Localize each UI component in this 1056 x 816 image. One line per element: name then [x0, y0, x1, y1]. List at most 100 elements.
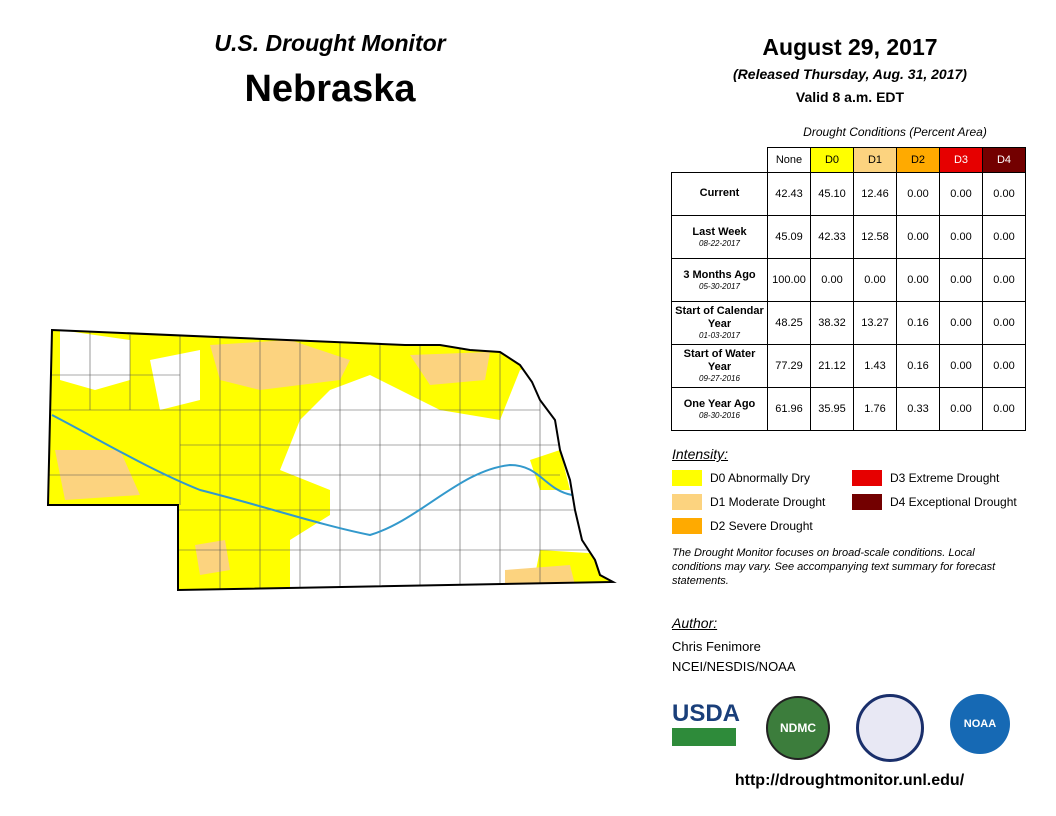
legend-item: D4 Exceptional Drought — [852, 494, 1017, 510]
table-row: 3 Months Ago 05-30-2017 100.00 0.00 0.00 0.00… — [671, 257, 1026, 302]
cell: 0.00 — [853, 257, 897, 302]
legend-label: D0 Abnormally Dry — [710, 471, 811, 485]
row-date: 09-27-2016 — [699, 374, 740, 383]
row-label: Current — [671, 171, 768, 216]
column-header: D0 — [810, 147, 854, 173]
cell: 0.16 — [896, 343, 940, 388]
cell: 12.58 — [853, 214, 897, 259]
cell: 0.33 — [896, 386, 940, 431]
state-name: Nebraska — [244, 68, 416, 110]
table-row: Current 42.43 45.10 12.46 0.00 0.00 0.00 — [671, 171, 1026, 216]
cell: 77.29 — [767, 343, 811, 388]
cell: 0.00 — [896, 257, 940, 302]
cell: 0.00 — [939, 386, 983, 431]
cell: 0.00 — [939, 171, 983, 216]
logo-noaa: NOAA — [950, 694, 1010, 754]
cell: 1.76 — [853, 386, 897, 431]
cell: 45.10 — [810, 171, 854, 216]
legend-item: D2 Severe Drought — [672, 518, 813, 534]
cell: 0.00 — [982, 300, 1026, 345]
date: August 29, 2017 — [762, 34, 938, 60]
row-date: 08-22-2017 — [699, 238, 740, 248]
logo-usda: USDA — [672, 700, 740, 746]
column-header: D3 — [939, 147, 983, 173]
column-header: D1 — [853, 147, 897, 173]
legend-item: D0 Abnormally Dry — [672, 470, 810, 486]
note: The Drought Monitor focuses on broad-sca… — [672, 547, 996, 587]
cell: 0.16 — [896, 300, 940, 345]
legend-swatch — [672, 518, 702, 534]
cell: 0.00 — [939, 343, 983, 388]
row-date: 08-30-2016 — [699, 410, 740, 420]
row-date: 01-03-2017 — [699, 331, 740, 340]
cell: 48.25 — [767, 300, 811, 345]
cell: 61.96 — [767, 386, 811, 431]
cell: 45.09 — [767, 214, 811, 259]
logo-doc — [856, 694, 924, 762]
title: U.S. Drought Monitor — [214, 30, 446, 56]
table-row: One Year Ago 08-30-2016 61.96 35.95 1.76 0.33… — [671, 386, 1026, 431]
cell: 1.43 — [853, 343, 897, 388]
cell: 21.12 — [810, 343, 854, 388]
author-name: Chris Fenimore — [672, 639, 761, 654]
legend-swatch — [672, 494, 702, 510]
table-row: Last Week 08-22-2017 45.09 42.33 12.58 0.00 0.… — [671, 214, 1026, 259]
row-label: Start of Calendar Year 01-03-2017 — [671, 300, 768, 345]
legend-item: D1 Moderate Drought — [672, 494, 825, 510]
legend-swatch — [852, 470, 882, 486]
cell: 0.00 — [982, 257, 1026, 302]
table-row: Start of Water Year 09-27-2016 77.29 21.12 1… — [671, 343, 1026, 388]
legend-swatch — [852, 494, 882, 510]
cell: 42.43 — [767, 171, 811, 216]
cell: 0.00 — [896, 171, 940, 216]
row-date: 05-30-2017 — [699, 281, 740, 291]
cell: 38.32 — [810, 300, 854, 345]
cell: 12.46 — [853, 171, 897, 216]
legend-item: D3 Extreme Drought — [852, 470, 999, 486]
url: http://droughtmonitor.unl.edu/ — [734, 772, 965, 789]
table-caption: Drought Conditions (Percent Area) — [803, 125, 987, 139]
legend-label: D4 Exceptional Drought — [890, 495, 1017, 509]
legend-title: Intensity: — [672, 446, 729, 462]
legend-swatch — [672, 470, 702, 486]
cell: 0.00 — [939, 300, 983, 345]
valid: Valid 8 a.m. EDT — [795, 89, 905, 105]
cell: 0.00 — [982, 171, 1026, 216]
row-label: Last Week 08-22-2017 — [671, 214, 768, 259]
row-name: 3 Months Ago — [683, 268, 756, 281]
row-name: One Year Ago — [683, 397, 756, 410]
author: Chris Fenimore NCEI/NESDIS/NOAA — [672, 637, 796, 677]
cell: 0.00 — [982, 343, 1026, 388]
conditions-table: None D0 D1 D2 D3 D4 Current 42.43 45.10 12.46 0.00… — [671, 147, 1026, 431]
legend-label: D2 Severe Drought — [710, 519, 813, 533]
author-org: NCEI/NESDIS/NOAA — [672, 659, 796, 674]
row-name: Start of Water Year — [683, 348, 756, 373]
cell: 0.00 — [982, 386, 1026, 431]
cell: 0.00 — [896, 214, 940, 259]
header-row: None D0 D1 D2 D3 D4 — [672, 147, 1026, 173]
corner — [672, 148, 768, 173]
cell: 0.00 — [982, 214, 1026, 259]
legend-label: D3 Extreme Drought — [890, 471, 1000, 485]
row-label: One Year Ago 08-30-2016 — [671, 386, 768, 431]
cell: 42.33 — [810, 214, 854, 259]
row-label: 3 Months Ago 05-30-2017 — [671, 257, 768, 302]
column-header: D4 — [982, 147, 1026, 173]
cell: 13.27 — [853, 300, 897, 345]
legend-label: D1 Moderate Drought — [710, 495, 826, 509]
row-name: Current — [699, 187, 740, 199]
cell: 0.00 — [939, 257, 983, 302]
map — [46, 328, 617, 592]
released: (Released Thursday, Aug. 31, 2017) — [733, 66, 967, 82]
column-header: None — [767, 147, 811, 173]
table-row: Start of Calendar Year 01-03-2017 48.25 38.… — [671, 300, 1026, 345]
author-title: Author: — [672, 615, 718, 631]
cell: 35.95 — [810, 386, 854, 431]
row-name: Start of Calendar Year — [675, 305, 764, 330]
row-name: Last Week — [692, 225, 747, 238]
logo-ndmc: NDMC — [766, 696, 830, 760]
cell: 0.00 — [939, 214, 983, 259]
column-header: D2 — [896, 147, 940, 173]
row-label: Start of Water Year 09-27-2016 — [671, 343, 768, 388]
